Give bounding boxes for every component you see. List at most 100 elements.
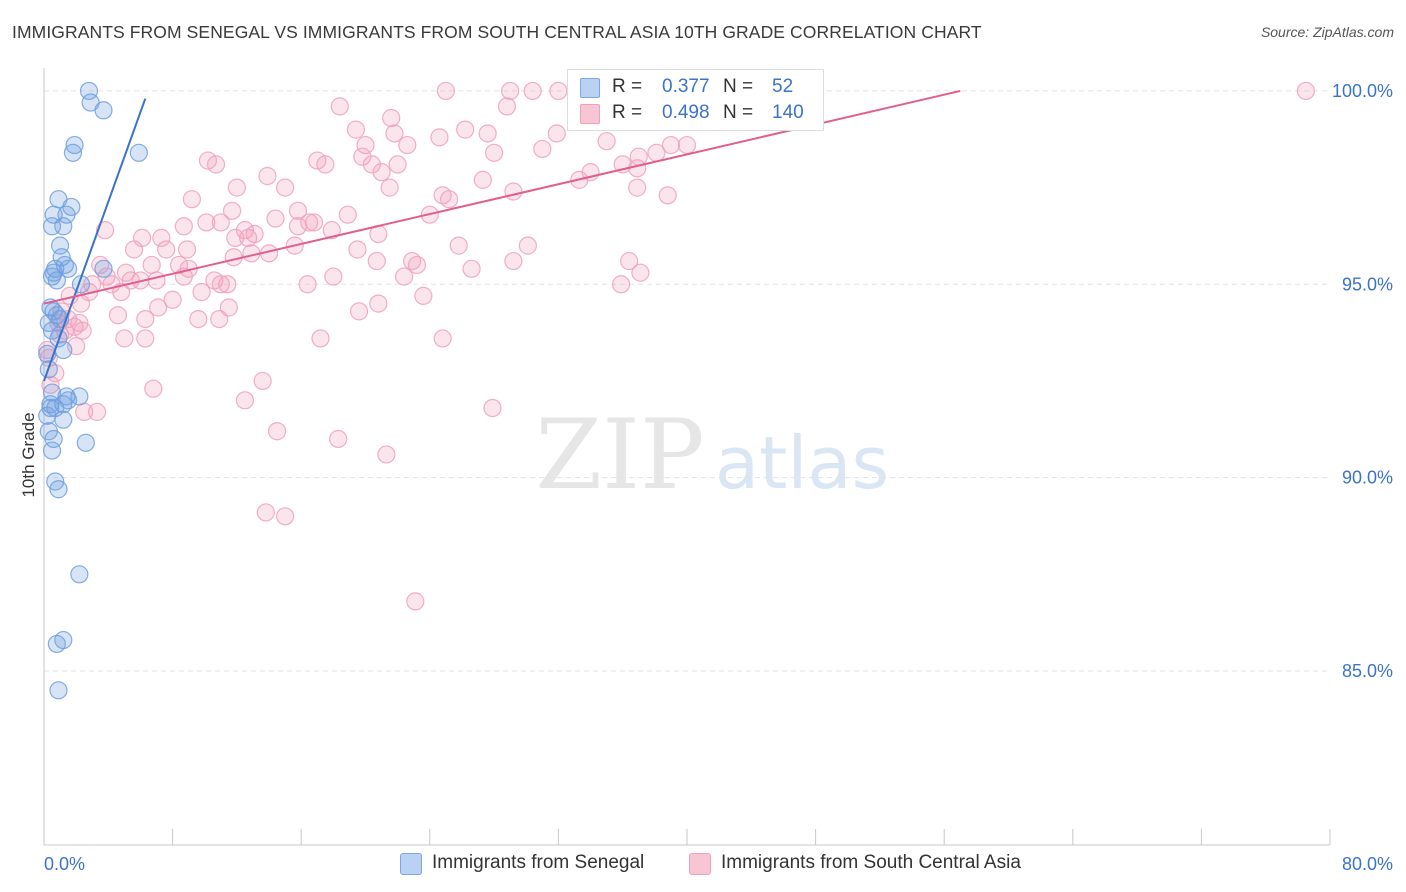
n-value: 140: [772, 102, 804, 123]
y-tick-label: 100.0%: [1332, 81, 1393, 101]
data-point: [628, 178, 647, 197]
data-point: [300, 213, 319, 232]
data-point: [76, 433, 95, 452]
data-point: [631, 263, 650, 282]
data-point: [377, 445, 396, 464]
data-point: [382, 108, 401, 128]
data-point: [182, 190, 201, 209]
data-point: [206, 155, 226, 174]
data-point: [75, 402, 94, 421]
data-point: [95, 221, 115, 240]
data-point: [169, 255, 189, 275]
data-point: [456, 120, 475, 139]
data-point: [288, 201, 308, 220]
x-tick-label-max: 80.0%: [1342, 854, 1393, 874]
data-point: [501, 81, 520, 101]
axes: [43, 68, 1331, 846]
data-point: [362, 155, 382, 174]
legend-label-senegal: Immigrants from Senegal: [432, 852, 645, 873]
data-point: [485, 143, 504, 162]
data-point: [41, 398, 60, 418]
data-point: [210, 309, 229, 329]
data-point: [1296, 81, 1315, 101]
tick-labels: 85.0% 90.0% 95.0% 100.0% 0.0% 80.0%: [44, 81, 1393, 874]
data-point: [380, 178, 399, 197]
data-point: [367, 251, 386, 271]
y-axis-label: 10th Grade: [19, 412, 38, 497]
data-point: [348, 240, 367, 259]
data-point: [54, 217, 73, 236]
south-central-asia-swatch: [580, 104, 600, 124]
stats-legend: R = 0.377 N = 52 R = 0.498 N = 140: [567, 69, 824, 131]
data-point: [41, 375, 60, 394]
data-point: [388, 155, 407, 174]
data-point: [647, 143, 666, 162]
data-point: [473, 170, 492, 189]
data-point: [462, 259, 481, 278]
data-point: [227, 178, 246, 197]
r-value: 0.498: [662, 102, 710, 123]
r-value: 0.377: [662, 76, 710, 97]
n-label: N =: [723, 76, 754, 97]
data-point: [677, 135, 697, 155]
data-point: [436, 81, 455, 101]
data-point: [211, 275, 230, 294]
data-point: [407, 255, 427, 275]
data-point: [356, 135, 375, 155]
data-point: [47, 634, 66, 654]
data-point: [112, 282, 131, 302]
data-point: [324, 267, 343, 286]
data-point: [483, 398, 502, 418]
data-point: [218, 275, 237, 294]
data-point: [504, 251, 523, 271]
data-point: [192, 282, 211, 302]
data-point: [108, 306, 128, 325]
data-point: [152, 228, 171, 247]
data-point: [65, 135, 84, 155]
data-point: [597, 132, 616, 151]
data-point: [338, 205, 357, 224]
data-point: [189, 309, 208, 329]
south-central-asia-legend-swatch: [689, 853, 711, 875]
data-point: [71, 294, 91, 313]
data-point: [129, 143, 148, 162]
data-point: [54, 410, 73, 429]
n-label: N =: [723, 102, 754, 123]
data-point: [73, 321, 92, 340]
data-point: [406, 592, 425, 611]
data-point: [222, 201, 242, 220]
senegal-swatch: [580, 78, 600, 98]
data-point: [304, 213, 324, 232]
data-point: [136, 329, 155, 348]
r-label: R =: [612, 76, 643, 97]
data-point: [49, 681, 68, 700]
data-point: [549, 81, 568, 101]
data-point: [658, 186, 677, 205]
grid-lines: [44, 90, 1330, 672]
trend-line-0: [43, 98, 147, 382]
data-point: [414, 286, 433, 305]
data-point: [276, 507, 295, 526]
data-point: [63, 143, 83, 162]
watermark-atlas: atlas: [715, 421, 889, 505]
r-label: R =: [612, 102, 643, 123]
data-point: [115, 329, 134, 348]
data-point: [94, 259, 113, 278]
data-point: [235, 391, 255, 410]
data-point: [49, 480, 68, 499]
data-point: [449, 236, 468, 255]
data-point: [149, 298, 168, 317]
data-point: [611, 275, 631, 294]
data-point: [147, 271, 166, 290]
data-point: [177, 240, 197, 259]
data-point: [136, 309, 155, 329]
data-point: [369, 294, 388, 313]
y-tick-label: 90.0%: [1342, 468, 1393, 488]
data-point: [239, 228, 258, 247]
data-point: [266, 209, 285, 228]
y-tick-label: 85.0%: [1342, 661, 1393, 681]
data-point: [311, 329, 330, 348]
data-point: [59, 391, 78, 410]
data-point: [372, 163, 391, 182]
